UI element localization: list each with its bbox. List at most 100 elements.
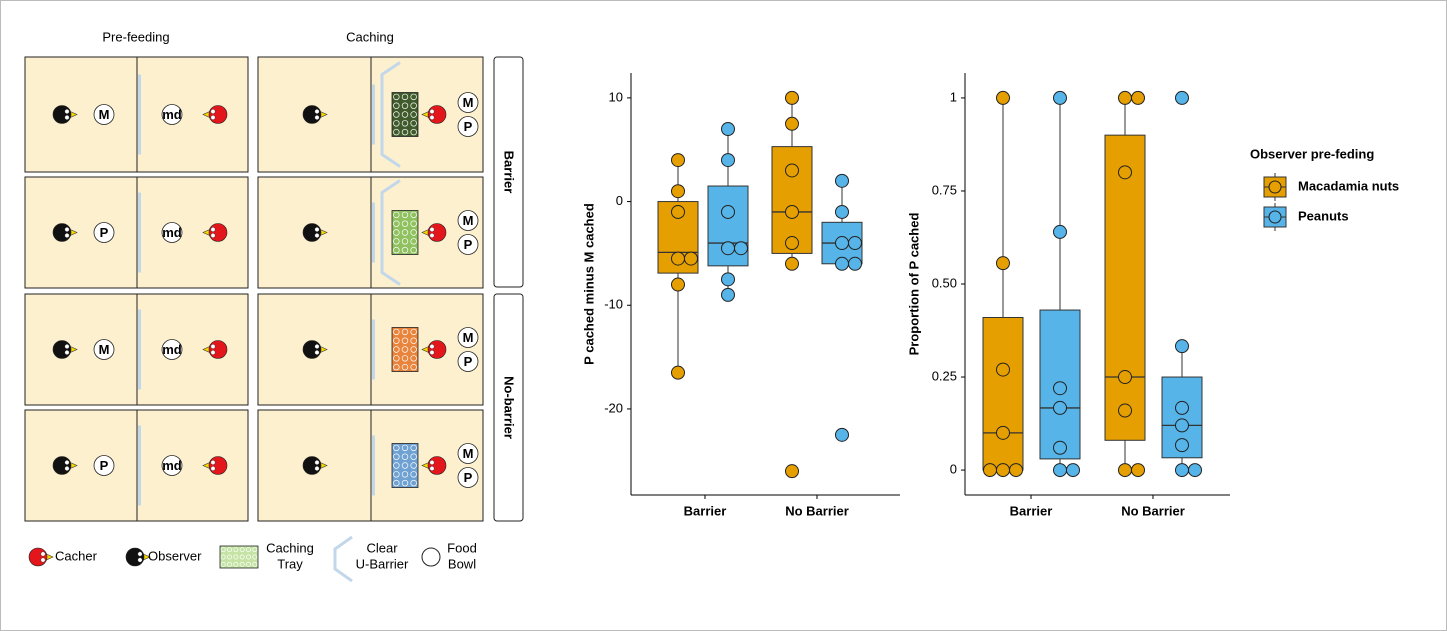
y-tick-label: 0.25 bbox=[932, 368, 957, 383]
group-bracket bbox=[493, 293, 524, 522]
data-point bbox=[721, 204, 735, 219]
y-tick-label: -20 bbox=[604, 400, 623, 415]
data-point bbox=[848, 256, 862, 271]
data-point bbox=[1118, 370, 1132, 385]
eye bbox=[314, 233, 320, 238]
food-bowl bbox=[161, 455, 183, 476]
column-title: Caching bbox=[346, 29, 394, 44]
eye bbox=[64, 233, 70, 238]
eye bbox=[210, 233, 216, 238]
group-label: Barrier bbox=[502, 151, 517, 194]
cacher bbox=[421, 456, 447, 475]
body bbox=[427, 340, 447, 359]
tray-hole bbox=[227, 554, 232, 560]
tray-hole bbox=[246, 547, 251, 553]
tray-hole bbox=[410, 462, 417, 469]
group-label: No-barrier bbox=[502, 376, 517, 439]
y-tick-label: 0.75 bbox=[932, 182, 957, 197]
eye bbox=[64, 227, 70, 232]
caching-tray bbox=[391, 210, 419, 255]
y-tick-label: 10 bbox=[609, 89, 623, 104]
eye bbox=[210, 115, 216, 120]
tray-hole bbox=[393, 220, 400, 227]
bowl-label: M bbox=[463, 330, 474, 345]
tray-hole bbox=[401, 102, 409, 109]
food-bowl bbox=[457, 443, 479, 464]
tray-hole bbox=[401, 93, 409, 101]
box bbox=[1104, 134, 1146, 441]
legend-title: Observer pre-feding bbox=[1250, 146, 1374, 161]
tray-hole bbox=[227, 547, 232, 553]
data-point bbox=[1118, 90, 1132, 105]
eye bbox=[210, 350, 216, 355]
body bbox=[208, 340, 228, 359]
tray-hole bbox=[393, 120, 400, 127]
data-point bbox=[721, 272, 735, 287]
eye bbox=[210, 460, 216, 465]
data-point bbox=[734, 241, 748, 256]
tray-hole bbox=[401, 128, 409, 136]
food-bowl bbox=[457, 234, 479, 255]
data-point bbox=[835, 427, 849, 442]
x-tick-label: Barrier bbox=[684, 503, 727, 518]
data-point bbox=[1053, 440, 1067, 455]
data-point bbox=[671, 184, 685, 199]
body bbox=[208, 456, 228, 475]
tray-hole bbox=[410, 120, 417, 127]
data-point bbox=[1188, 463, 1202, 478]
data-point bbox=[1175, 339, 1189, 354]
eye bbox=[314, 466, 320, 471]
y-tick-label: -10 bbox=[604, 297, 623, 312]
data-point bbox=[1131, 463, 1145, 478]
x-tick-label: No Barrier bbox=[785, 503, 849, 518]
u-barrier bbox=[380, 179, 401, 286]
data-point bbox=[996, 90, 1010, 105]
tray-hole bbox=[393, 462, 400, 469]
legend-label: Clear bbox=[366, 540, 398, 555]
eye bbox=[429, 460, 435, 465]
eye bbox=[314, 350, 320, 355]
tray-hole bbox=[393, 111, 400, 118]
cacher bbox=[421, 340, 447, 359]
legend-key-point bbox=[1268, 210, 1282, 224]
data-point bbox=[1053, 400, 1067, 415]
tray-hole bbox=[393, 93, 400, 101]
data-point bbox=[996, 463, 1010, 478]
body bbox=[208, 223, 228, 242]
cacher bbox=[202, 340, 228, 359]
eye bbox=[64, 460, 70, 465]
legend-label: Peanuts bbox=[1298, 208, 1349, 223]
cacher bbox=[202, 105, 228, 124]
tray-hole bbox=[401, 328, 409, 336]
data-point bbox=[996, 256, 1010, 271]
food-bowl bbox=[457, 351, 479, 372]
body bbox=[52, 456, 72, 475]
legend-cacher bbox=[28, 547, 54, 567]
data-point bbox=[835, 204, 849, 219]
cacher bbox=[202, 456, 228, 475]
tray-hole bbox=[252, 547, 258, 553]
tray-hole bbox=[393, 346, 400, 353]
body bbox=[302, 340, 322, 359]
tray-hole bbox=[393, 211, 400, 219]
data-point bbox=[785, 90, 799, 105]
x-tick-label: Barrier bbox=[1010, 503, 1053, 518]
tray-hole bbox=[401, 337, 409, 344]
y-tick-label: 1 bbox=[950, 89, 957, 104]
observer bbox=[52, 105, 78, 124]
tray-hole bbox=[401, 220, 409, 227]
data-point bbox=[1118, 165, 1132, 180]
eye bbox=[210, 227, 216, 232]
y-axis-title: Proportion of P cached bbox=[906, 213, 921, 356]
data-point bbox=[835, 236, 849, 251]
body bbox=[208, 105, 228, 124]
tray-hole bbox=[401, 111, 409, 118]
tray-hole bbox=[401, 479, 409, 487]
data-point bbox=[996, 362, 1010, 377]
legend-u-barrier bbox=[333, 535, 353, 583]
eye bbox=[429, 344, 435, 349]
tray-hole bbox=[410, 444, 417, 452]
tray-hole bbox=[393, 479, 400, 487]
bowl-label: P bbox=[464, 470, 473, 485]
eye bbox=[429, 109, 435, 114]
